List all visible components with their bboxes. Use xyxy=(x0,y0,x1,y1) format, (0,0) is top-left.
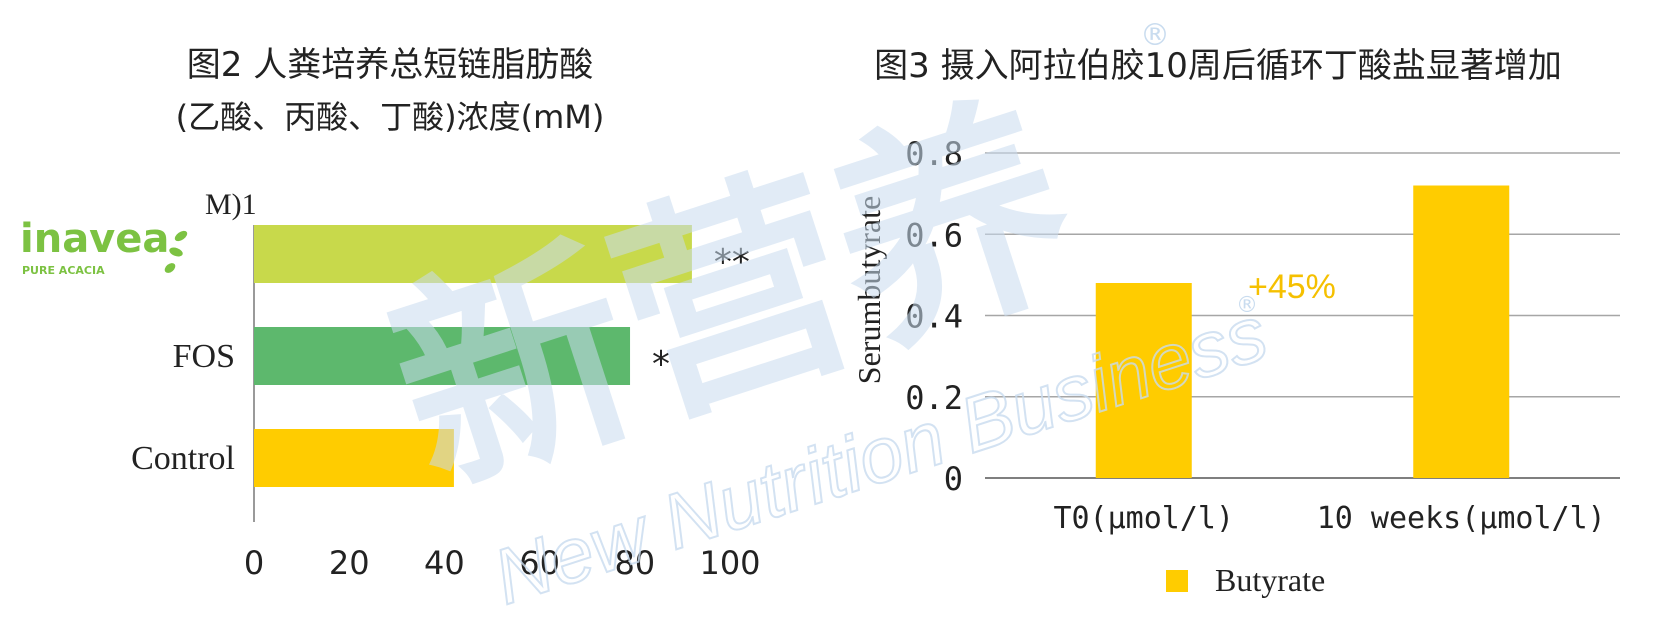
y-tick-label: 0 xyxy=(944,460,963,498)
bar-control xyxy=(254,429,454,487)
watermark-mark-mid: ® xyxy=(1236,293,1258,318)
bar-top xyxy=(254,225,692,283)
inavea-logo: inavea PURE ACACIA xyxy=(20,216,188,277)
x-category-label: T0(μmol/l) xyxy=(1053,501,1234,536)
logo-wordmark: inavea xyxy=(20,216,169,262)
chart-2-annotation: +45% xyxy=(1248,268,1336,306)
y-tick-label: 0.6 xyxy=(905,216,963,254)
chart-1-bars xyxy=(254,225,692,487)
chart-2-bars xyxy=(1095,185,1510,478)
chart-2: 图3 摄入阿拉伯胶10周后循环丁酸盐显著增加 0 0.2 0.4 0.6 0.8 Ser… xyxy=(851,46,1620,598)
y-tick-label: 0.8 xyxy=(905,135,963,173)
chart-1-category-labels: FOS Control xyxy=(131,338,235,477)
bar-butyrate-1 xyxy=(1413,185,1510,478)
chart-1-significance-marks: *** xyxy=(652,242,750,385)
chart-2-y-axis-label: Serumbutyrate xyxy=(851,196,887,384)
category-label: Control xyxy=(131,440,235,477)
chart-2-gridlines xyxy=(985,152,1620,479)
x-tick-label: 20 xyxy=(329,544,370,582)
chart-1-title: 图2 人粪培养总短链脂肪酸 xyxy=(187,45,593,85)
chart-2-category-labels: T0(μmol/l) 10 weeks(μmol/l) xyxy=(1053,501,1605,536)
x-tick-label: 60 xyxy=(519,544,560,582)
chart-2-title: 图3 摄入阿拉伯胶10周后循环丁酸盐显著增加 xyxy=(874,46,1562,86)
chart-2-y-tick-labels: 0 0.2 0.4 0.6 0.8 xyxy=(905,135,963,498)
x-tick-label: 80 xyxy=(614,544,655,582)
significance-mark: * xyxy=(652,344,670,385)
x-tick-label: 0 xyxy=(244,544,264,582)
logo-tagline: PURE ACACIA xyxy=(22,264,105,277)
legend-swatch xyxy=(1166,570,1188,592)
y-tick-label: 0.2 xyxy=(905,379,963,417)
legend-label: Butyrate xyxy=(1215,562,1325,598)
chart-1-subtitle: (乙酸、丙酸、丁酸)浓度(mM) xyxy=(176,98,605,136)
x-tick-label: 100 xyxy=(699,544,760,582)
y-tick-label: 0.4 xyxy=(905,298,963,336)
watermark-mark-top: ® xyxy=(1140,18,1170,53)
x-category-label: 10 weeks(μmol/l) xyxy=(1317,501,1606,536)
chart-1-axis-fragment: M)1 xyxy=(205,188,257,221)
leaf-icon xyxy=(164,230,188,273)
chart-1: 图2 人粪培养总短链脂肪酸 (乙酸、丙酸、丁酸)浓度(mM) M)1 inave… xyxy=(20,45,761,582)
category-label: FOS xyxy=(173,338,235,375)
x-tick-label: 40 xyxy=(424,544,465,582)
significance-mark: ** xyxy=(714,242,750,283)
chart-2-legend: Butyrate xyxy=(1166,562,1325,598)
chart-1-x-tick-labels: 0 20 40 60 80 100 xyxy=(244,544,761,582)
bar-fos xyxy=(254,327,631,385)
bar-butyrate-0 xyxy=(1095,283,1192,478)
